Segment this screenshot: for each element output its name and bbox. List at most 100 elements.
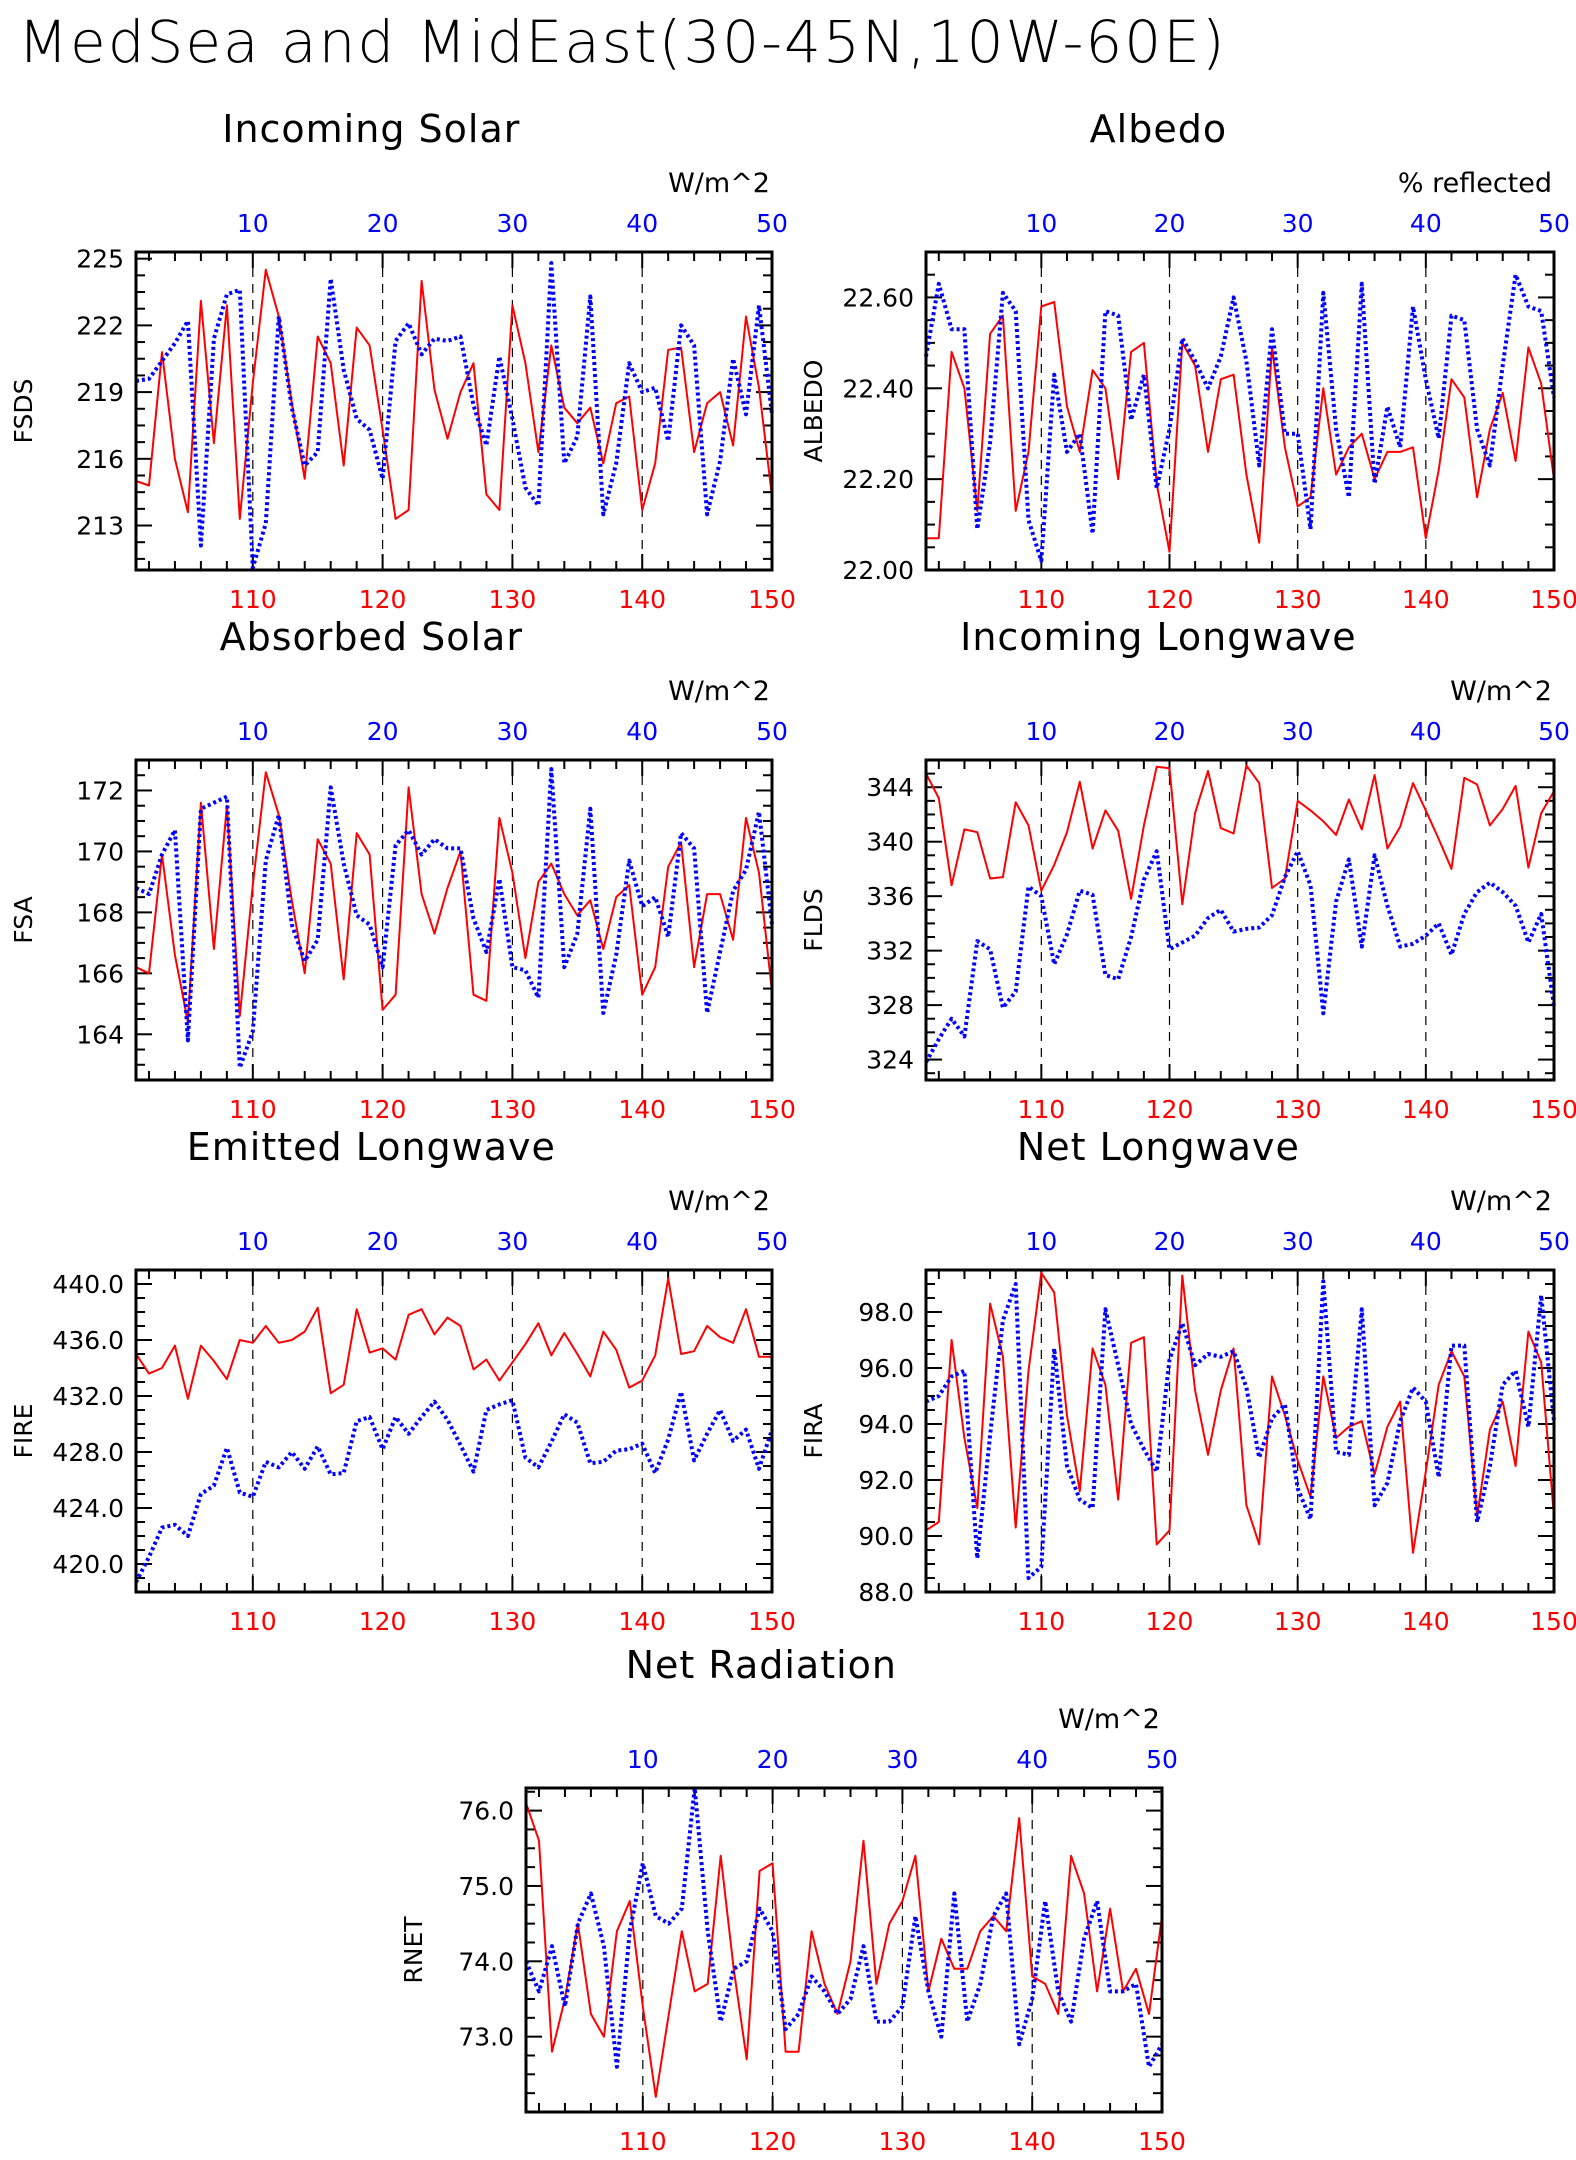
x-top-tick-label: 40 (1016, 1745, 1048, 1774)
panel-title: Net Longwave (1017, 1125, 1300, 1169)
x-top-tick-label: 50 (756, 209, 788, 238)
units-label: W/m^2 (1058, 1704, 1160, 1735)
x-bottom-tick-label: 150 (748, 585, 796, 614)
x-top-tick-label: 10 (1025, 209, 1057, 238)
y-tick-label: 225 (76, 245, 124, 274)
panel-incoming-longwave: Incoming Longwave W/m^2 324 328 332 336 340 344… (799, 615, 1576, 1124)
y-tick-label: 222 (76, 311, 124, 340)
x-bottom-tick-label: 120 (359, 1607, 407, 1636)
y-tick-label: 92.0 (858, 1466, 914, 1495)
x-bottom-tick-label: 140 (618, 585, 666, 614)
series-line-red (135, 268, 773, 520)
panel-title: Emitted Longwave (187, 1125, 556, 1169)
series-line-blue (524, 1786, 1164, 2069)
panel-absorbed-solar: Absorbed Solar W/m^2 164 166 168 170 172 110 120… (9, 615, 796, 1124)
x-top-tick-label: 30 (887, 1745, 919, 1774)
x-bottom-tick-label: 130 (489, 1095, 537, 1124)
x-bottom-tick-label: 120 (359, 1095, 407, 1124)
x-bottom-tick-label: 120 (1146, 1607, 1194, 1636)
x-top-tick-label: 30 (497, 1227, 529, 1256)
x-top-tick-label: 50 (756, 717, 788, 746)
x-top-tick-label: 20 (1154, 209, 1186, 238)
y-tick-label: 168 (76, 898, 124, 927)
x-top-tick-label: 50 (1538, 1227, 1570, 1256)
series-line-red (135, 771, 773, 1024)
x-bottom-tick-label: 120 (749, 2127, 797, 2156)
panel-emitted-longwave: Emitted Longwave W/m^2 420.0 424.0 428.0 432.… (9, 1125, 796, 1636)
x-bottom-tick-label: 140 (1008, 2127, 1056, 2156)
y-axis-label: ALBEDO (799, 360, 828, 463)
y-tick-label: 164 (76, 1020, 124, 1049)
x-top-tick-label: 10 (627, 1745, 659, 1774)
y-axis-label: FSA (9, 896, 38, 943)
x-top-tick-label: 30 (1282, 1227, 1314, 1256)
x-top-tick-label: 40 (1410, 209, 1442, 238)
y-tick-label: 22.60 (842, 283, 914, 312)
x-bottom-tick-label: 150 (1530, 1095, 1576, 1124)
plot-frame (134, 758, 774, 1082)
y-tick-label: 74.0 (458, 1947, 514, 1976)
x-top-tick-label: 40 (626, 1227, 658, 1256)
y-axis-label: FIRA (799, 1403, 828, 1458)
x-bottom-tick-label: 130 (1274, 585, 1322, 614)
panel-incoming-solar: Incoming Solar W/m^2 213 216 219 222 225 110 120… (9, 107, 796, 614)
units-label: W/m^2 (668, 1186, 770, 1217)
x-top-tick-label: 30 (1282, 209, 1314, 238)
x-bottom-tick-label: 150 (1138, 2127, 1186, 2156)
x-bottom-tick-label: 130 (879, 2127, 927, 2156)
y-tick-label: 432.0 (52, 1382, 124, 1411)
x-top-tick-label: 50 (1146, 1745, 1178, 1774)
y-tick-label: 340 (866, 828, 914, 857)
y-tick-label: 22.20 (842, 465, 914, 494)
y-axis-label: FLDS (799, 888, 828, 951)
y-tick-label: 75.0 (458, 1872, 514, 1901)
series-line-blue (925, 1279, 1556, 1580)
x-bottom-tick-label: 110 (1017, 1095, 1065, 1124)
x-bottom-tick-label: 130 (489, 585, 537, 614)
x-top-tick-label: 10 (1025, 1227, 1057, 1256)
x-bottom-tick-label: 150 (1530, 585, 1576, 614)
panel-title: Incoming Solar (222, 107, 520, 151)
y-tick-label: 324 (866, 1046, 914, 1075)
series-line-blue (135, 261, 774, 570)
figure-title: MedSea and MidEast(30-45N,10W-60E) (18, 8, 1227, 76)
units-label: W/m^2 (668, 168, 770, 199)
x-bottom-tick-label: 110 (1017, 585, 1065, 614)
y-tick-label: 420.0 (52, 1550, 124, 1579)
y-tick-label: 88.0 (858, 1578, 914, 1607)
x-top-tick-label: 20 (757, 1745, 789, 1774)
y-tick-label: 166 (76, 959, 124, 988)
panel-net-radiation: Net Radiation W/m^2 73.0 74.0 75.0 76.0 110 120… (399, 1643, 1186, 2156)
x-bottom-tick-label: 150 (748, 1095, 796, 1124)
panel-title: Absorbed Solar (220, 615, 523, 659)
x-top-tick-label: 20 (1154, 1227, 1186, 1256)
x-bottom-tick-label: 110 (1017, 1607, 1065, 1636)
x-bottom-tick-label: 150 (1530, 1607, 1576, 1636)
x-bottom-tick-label: 130 (1274, 1607, 1322, 1636)
x-top-tick-label: 40 (1410, 717, 1442, 746)
x-bottom-tick-label: 150 (748, 1607, 796, 1636)
units-label: W/m^2 (1450, 1186, 1552, 1217)
y-tick-label: 216 (76, 445, 124, 474)
y-tick-label: 332 (866, 937, 914, 966)
series-line-red (135, 1277, 772, 1400)
panel-title: Incoming Longwave (960, 615, 1356, 659)
y-tick-label: 440.0 (52, 1270, 124, 1299)
x-top-tick-label: 20 (367, 209, 399, 238)
x-bottom-tick-label: 130 (1274, 1095, 1322, 1124)
y-tick-label: 96.0 (858, 1354, 914, 1383)
y-tick-label: 428.0 (52, 1438, 124, 1467)
x-bottom-tick-label: 140 (618, 1095, 666, 1124)
series-line-red (525, 1802, 1163, 2098)
x-bottom-tick-label: 110 (229, 585, 277, 614)
y-tick-label: 73.0 (458, 2023, 514, 2052)
plot-frame (524, 1786, 1164, 2114)
y-tick-label: 213 (76, 512, 124, 541)
y-axis-label: FSDS (9, 379, 38, 444)
series-line-blue (924, 272, 1556, 563)
y-axis-label: FIRE (9, 1404, 38, 1459)
y-tick-label: 98.0 (858, 1298, 914, 1327)
series-line-blue (135, 767, 774, 1070)
x-top-tick-label: 40 (626, 209, 658, 238)
